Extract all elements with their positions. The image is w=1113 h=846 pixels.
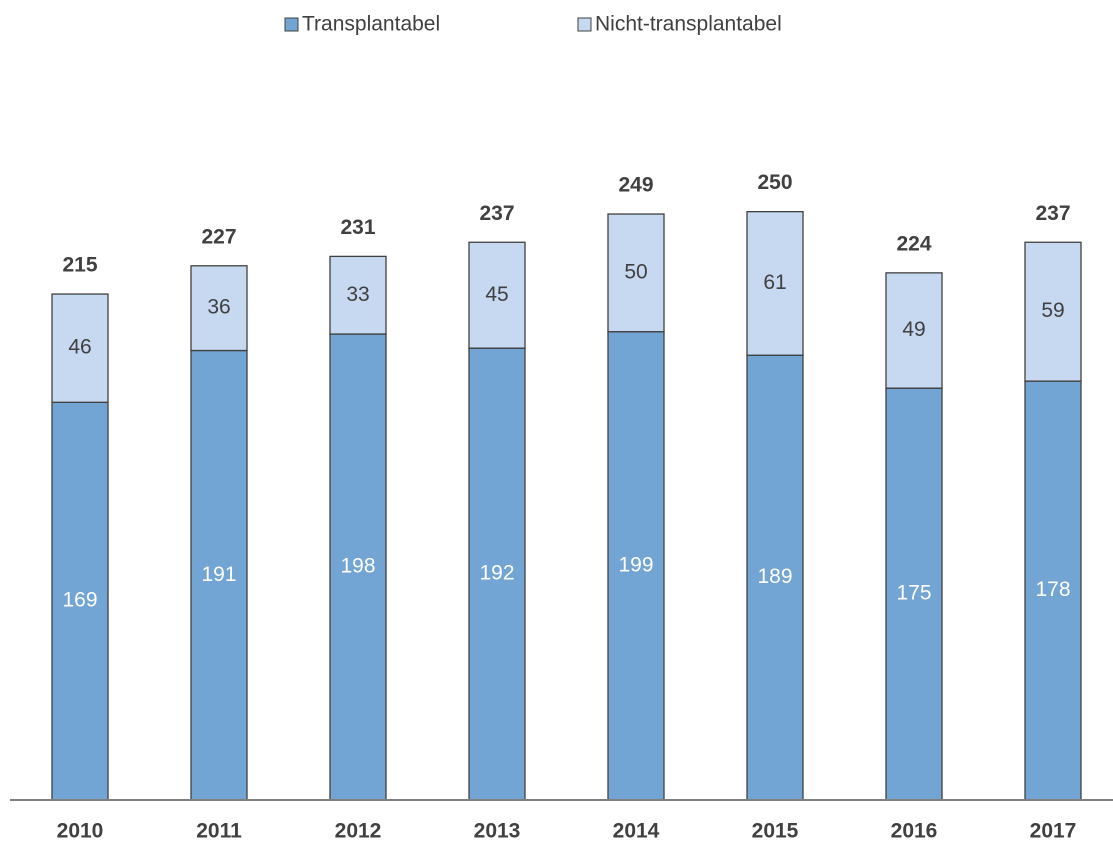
data-label: 175	[896, 582, 931, 605]
data-label: 46	[68, 336, 91, 359]
bar-segment	[746, 211, 804, 356]
bar-segment	[885, 272, 943, 389]
data-label: 178	[1035, 578, 1070, 601]
bar-segment	[468, 241, 526, 349]
legend-label: Transplantabel	[302, 13, 440, 36]
total-label: 249	[618, 174, 653, 197]
total-label: 237	[479, 202, 514, 225]
bar-segment	[51, 401, 109, 801]
data-label: 50	[624, 260, 647, 283]
x-tick-label: 2012	[335, 820, 382, 843]
data-label: 61	[763, 271, 786, 294]
bar-segment	[1024, 380, 1082, 801]
data-label: 33	[346, 283, 369, 306]
x-tick-label: 2014	[613, 820, 660, 843]
bar-segment	[1024, 241, 1082, 382]
data-label: 49	[902, 318, 925, 341]
x-tick-label: 2010	[57, 820, 104, 843]
bar-segment	[607, 213, 665, 333]
legend-swatch	[284, 17, 299, 32]
total-label: 237	[1035, 202, 1070, 225]
bar-segment	[329, 255, 387, 335]
total-label: 231	[340, 216, 375, 239]
bar-segment	[329, 333, 387, 801]
data-label: 191	[201, 563, 236, 586]
data-label: 36	[207, 296, 230, 319]
total-label: 224	[896, 232, 931, 255]
data-label: 192	[479, 562, 514, 585]
data-label: 199	[618, 553, 653, 576]
legend-swatch	[577, 17, 592, 32]
total-label: 227	[201, 225, 236, 248]
bar-segment	[190, 265, 248, 352]
data-label: 198	[340, 555, 375, 578]
total-label: 250	[757, 171, 792, 194]
x-tick-label: 2017	[1030, 820, 1077, 843]
data-label: 189	[757, 565, 792, 588]
legend-label: Nicht-transplantabel	[595, 13, 782, 36]
bar-segment	[746, 354, 804, 801]
total-label: 215	[62, 254, 97, 277]
x-tick-label: 2011	[196, 820, 242, 843]
data-label: 169	[62, 589, 97, 612]
x-tick-label: 2013	[474, 820, 521, 843]
x-tick-label: 2015	[752, 820, 799, 843]
bar-segment	[885, 387, 943, 801]
data-label: 45	[485, 283, 508, 306]
x-tick-label: 2016	[891, 820, 938, 843]
bar-segment	[51, 293, 109, 403]
data-label: 59	[1041, 299, 1064, 322]
